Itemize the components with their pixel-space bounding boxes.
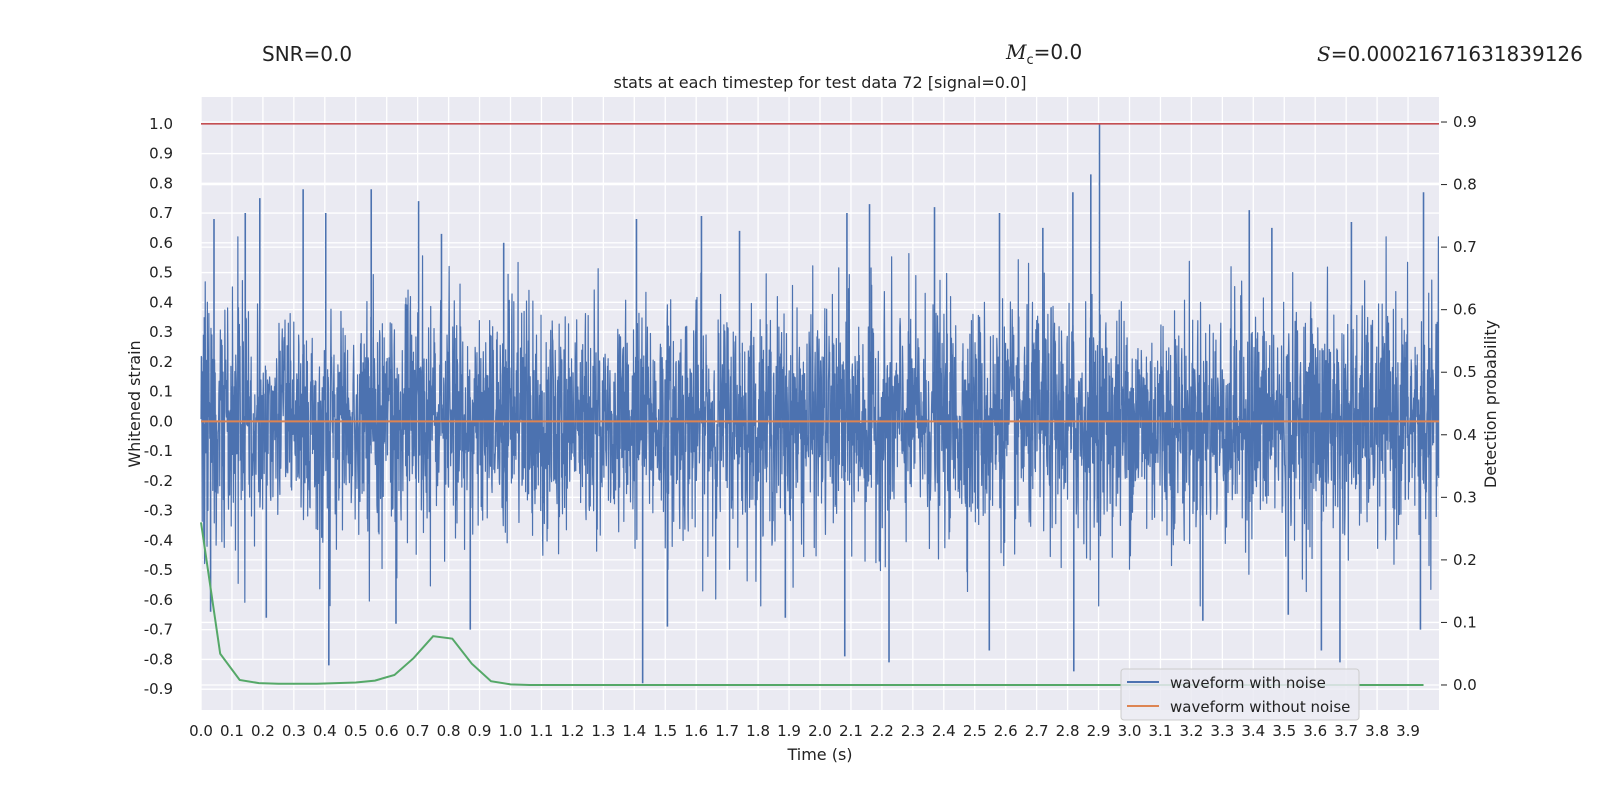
x-tick-label: 2.1 <box>839 722 863 740</box>
y-tick-label: -0.5 <box>144 561 173 579</box>
right-tick-label: 0.9 <box>1453 113 1477 131</box>
legend-box <box>1120 668 1360 721</box>
y-tick-label: 1.0 <box>149 115 173 133</box>
x-tick-label: 0.3 <box>282 722 306 740</box>
x-tick-label: 2.4 <box>932 722 956 740</box>
x-tick-label: 0.9 <box>468 722 492 740</box>
y-tick-label: -0.2 <box>144 472 173 490</box>
x-tick-label: 0.6 <box>375 722 399 740</box>
x-tick-label: 2.2 <box>870 722 894 740</box>
right-tick-label: 0.8 <box>1453 176 1477 194</box>
right-axis-label: Detection probability <box>1481 320 1500 488</box>
y-tick-label: -0.4 <box>144 531 173 549</box>
x-tick-label: 1.8 <box>746 722 770 740</box>
y-tick-label: -0.6 <box>144 591 173 609</box>
y-tick-label: -0.8 <box>144 650 173 668</box>
y-tick-label: 0.7 <box>149 204 173 222</box>
x-tick-label: 1.1 <box>530 722 554 740</box>
x-tick-label: 3.7 <box>1334 722 1358 740</box>
x-tick-label: 3.2 <box>1179 722 1203 740</box>
y-tick-label: 0.9 <box>149 145 173 163</box>
snr-annotation: SNR=0.0 <box>262 42 353 66</box>
y-tick-label: 0.8 <box>149 174 173 192</box>
x-tick-label: 0.1 <box>220 722 244 740</box>
x-tick-label: 0.4 <box>313 722 337 740</box>
x-tick-label: 3.0 <box>1118 722 1142 740</box>
series-waveform-with-noise <box>200 123 1440 684</box>
x-tick-label: 1.0 <box>499 722 523 740</box>
y-tick-label: 0.6 <box>149 234 173 252</box>
x-tick-label: 1.2 <box>560 722 584 740</box>
x-tick-label: 3.5 <box>1272 722 1296 740</box>
y-tick-label: 0.2 <box>149 353 173 371</box>
x-tick-label: 3.8 <box>1365 722 1389 740</box>
x-tick-label: 3.4 <box>1241 722 1265 740</box>
series-detection-probability <box>200 522 1424 686</box>
chart-title: stats at each timestep for test data 72 … <box>614 73 1027 92</box>
y-axis-label: Whitened strain <box>125 340 144 467</box>
x-tick-label: 1.9 <box>777 722 801 740</box>
x-tick-label: 0.7 <box>406 722 430 740</box>
x-tick-label: 3.1 <box>1149 722 1173 740</box>
x-tick-label: 2.0 <box>808 722 832 740</box>
chirp-mass-annotation: Mc=0.0 <box>1006 40 1083 68</box>
right-axis-gridlines <box>201 121 1439 686</box>
x-axis-ticks: 0.0 0.1 0.2 0.3 0.4 0.5 0.6 0.7 0.8 0.9 1.0 1.1 1.2 1… <box>189 722 1420 740</box>
y-tick-label: 0.5 <box>149 264 173 282</box>
x-tick-label: 2.3 <box>901 722 925 740</box>
y-tick-label: 0.3 <box>149 323 173 341</box>
x-tick-label: 0.5 <box>344 722 368 740</box>
x-tick-label: 3.3 <box>1210 722 1234 740</box>
x-axis-label: Time (s) <box>786 745 852 764</box>
right-tick-label: 0.4 <box>1453 426 1477 444</box>
right-tick-label: 0.3 <box>1453 488 1477 506</box>
legend-label-noise: waveform with noise <box>1170 674 1326 692</box>
y-tick-label: -0.9 <box>144 680 173 698</box>
right-axis-ticks: 0.9 0.8 0.7 0.6 0.5 0.4 0.3 0.2 0.1 0.0 <box>1441 113 1477 694</box>
x-tick-label: 2.9 <box>1087 722 1111 740</box>
right-tick-label: 0.7 <box>1453 238 1477 256</box>
x-tick-label: 2.5 <box>963 722 987 740</box>
x-tick-label: 0.8 <box>437 722 461 740</box>
y-tick-label: -0.1 <box>144 442 173 460</box>
x-tick-label: 1.7 <box>715 722 739 740</box>
right-tick-label: 0.1 <box>1453 613 1477 631</box>
x-tick-label: 2.6 <box>994 722 1018 740</box>
y-tick-label: 0.0 <box>149 412 173 430</box>
x-tick-label: 1.5 <box>653 722 677 740</box>
right-tick-label: 0.0 <box>1453 676 1477 694</box>
y-tick-label: -0.7 <box>144 621 173 639</box>
right-tick-label: 0.6 <box>1453 301 1477 319</box>
y-tick-label: -0.3 <box>144 502 173 520</box>
right-tick-label: 0.5 <box>1453 363 1477 381</box>
legend: waveform with noise waveform without noi… <box>1120 668 1360 721</box>
x-tick-label: 1.6 <box>684 722 708 740</box>
x-tick-label: 0.0 <box>189 722 213 740</box>
x-gridlines <box>200 97 1409 710</box>
noise-trace <box>200 236 1440 607</box>
x-tick-label: 2.8 <box>1056 722 1080 740</box>
right-tick-label: 0.2 <box>1453 551 1477 569</box>
x-tick-label: 3.9 <box>1396 722 1420 740</box>
score-annotation: S=0.00021671631839126 <box>1317 42 1583 66</box>
x-tick-label: 1.4 <box>622 722 646 740</box>
x-tick-label: 3.6 <box>1303 722 1327 740</box>
legend-label-clean: waveform without noise <box>1170 698 1350 716</box>
x-tick-label: 2.7 <box>1025 722 1049 740</box>
x-tick-label: 1.3 <box>591 722 615 740</box>
x-tick-label: 0.2 <box>251 722 275 740</box>
y-axis-ticks: 1.0 0.9 0.8 0.7 0.6 0.5 0.4 0.3 0.2 0.1 0.0 -0.1 -0.… <box>144 115 173 698</box>
y-tick-label: 0.1 <box>149 383 173 401</box>
y-tick-label: 0.4 <box>149 293 173 311</box>
